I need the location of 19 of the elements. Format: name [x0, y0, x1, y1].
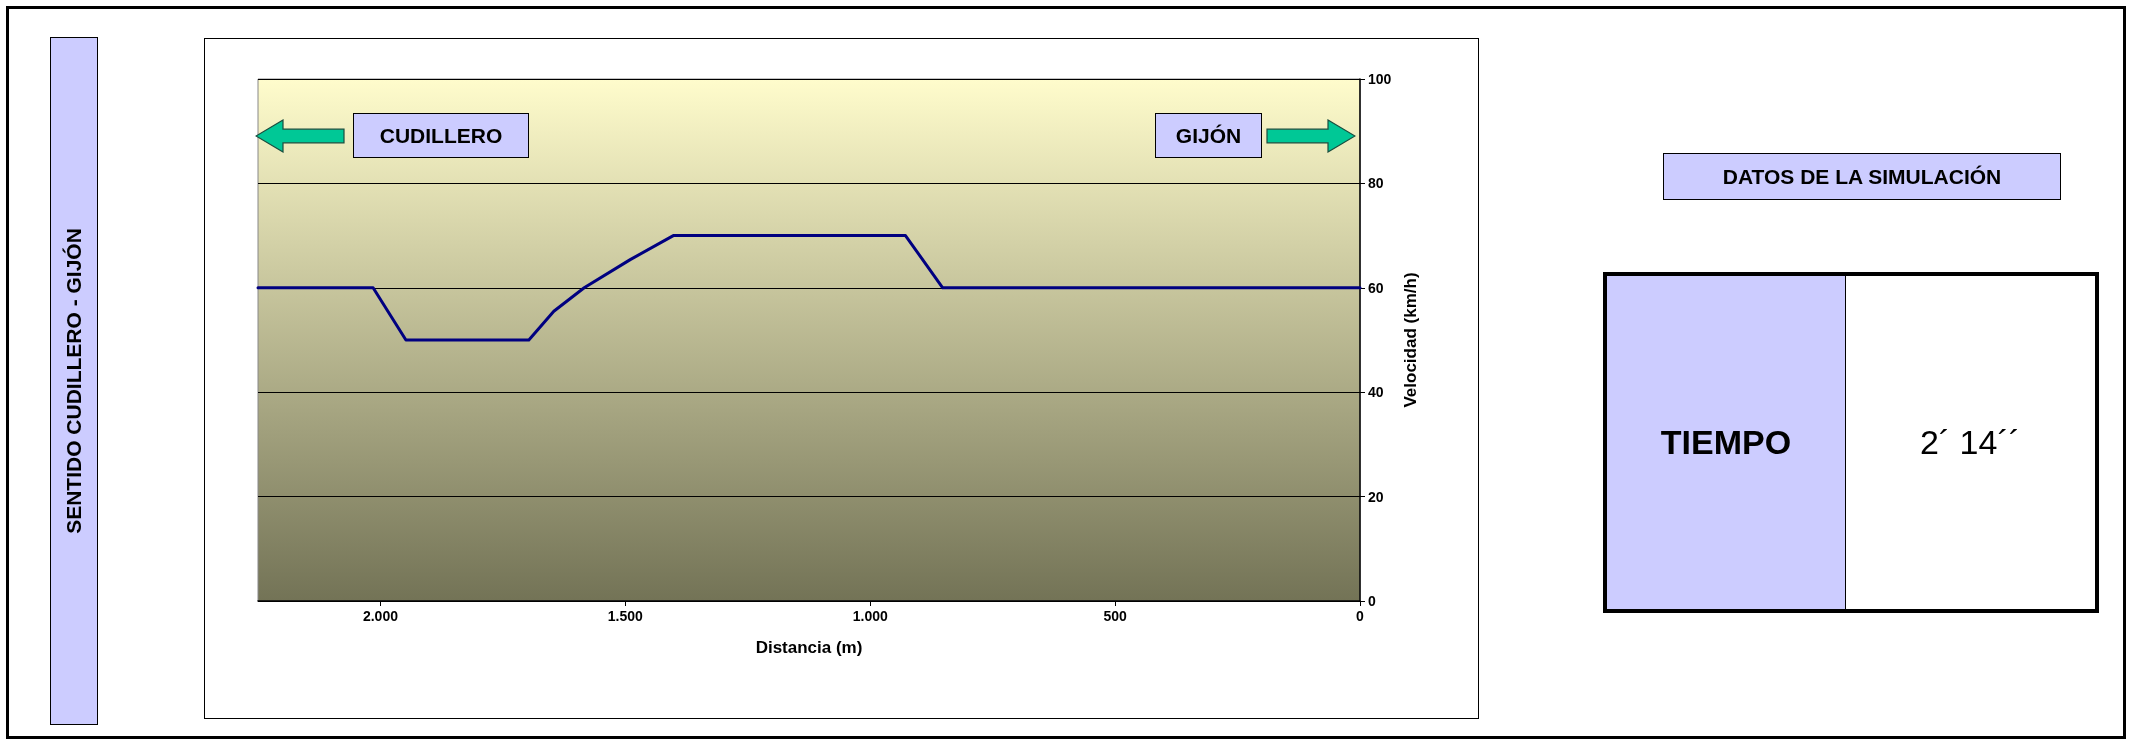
y-tick-label: 20 — [1368, 488, 1384, 505]
x-tick-label: 2.000 — [362, 608, 399, 624]
text: DATOS DE LA SIMULACIÓN — [1722, 164, 2002, 189]
y-axis-title: Velocidad (km/h) — [1401, 272, 1421, 408]
y-tick-label: 80 — [1368, 175, 1384, 192]
y-tick-label: 40 — [1368, 384, 1384, 401]
x-axis-title: Distancia (m) — [755, 638, 863, 657]
x-tick-label: 1.000 — [852, 608, 888, 624]
text: 2´ 14´´ — [1919, 423, 2021, 462]
annotation: CUDILLERO — [379, 123, 503, 148]
annotation: GIJÓN — [1175, 123, 1242, 148]
x-tick-label: 0 — [1356, 608, 1365, 624]
x-tick-label: 1.500 — [607, 608, 644, 624]
x-tick-label: 500 — [1103, 608, 1127, 624]
text: TIEMPO — [1660, 423, 1792, 462]
text: SENTIDO CUDILLERO - GIJÓN — [62, 228, 86, 534]
y-tick-label: 0 — [1368, 593, 1376, 609]
y-tick-label: 100 — [1368, 71, 1392, 87]
y-tick-label: 60 — [1368, 279, 1384, 296]
